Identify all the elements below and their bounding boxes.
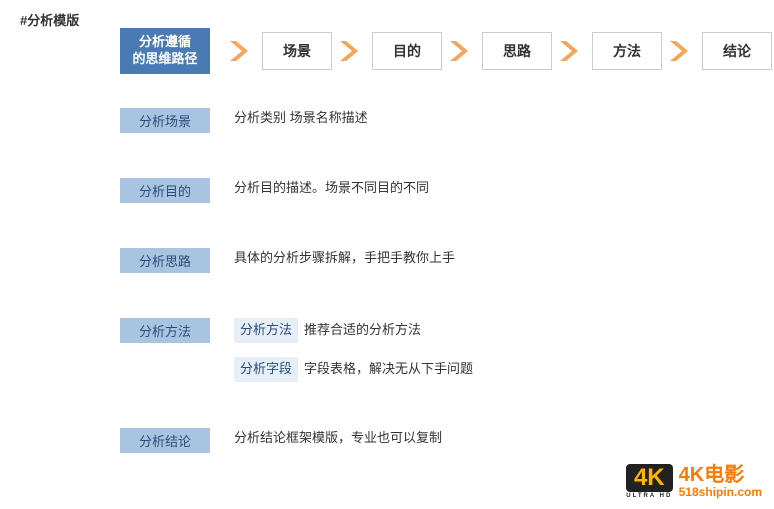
watermark-4k-text: 4K	[626, 464, 673, 492]
section-row: 分析场景 分析类别 场景名称描述	[120, 108, 368, 133]
flow-step: 场景	[262, 32, 332, 70]
section-row: 分析思路 具体的分析步骤拆解，手把手教你上手	[120, 248, 455, 273]
flow-row: 分析遵循的思维路径 场景 目的 思路 方法 结论	[120, 28, 772, 74]
watermark-line2: 518shipin.com	[679, 486, 762, 499]
section-row: 分析结论 分析结论框架模版，专业也可以复制	[120, 428, 442, 453]
section-label: 分析场景	[120, 108, 210, 133]
section-label: 分析目的	[120, 178, 210, 203]
watermark-line1: 4K电影	[679, 464, 762, 486]
watermark-text: 4K电影 518shipin.com	[679, 464, 762, 499]
inline-tag: 分析字段	[234, 357, 298, 382]
section-body: 分析方法推荐合适的分析方法分析字段字段表格，解决无从下手问题	[234, 318, 473, 396]
page-title: #分析模版	[20, 10, 79, 29]
chevron-right-icon	[338, 37, 366, 65]
inline-tag: 分析方法	[234, 318, 298, 343]
method-text: 字段表格，解决无从下手问题	[304, 361, 473, 376]
section-label: 分析思路	[120, 248, 210, 273]
chevron-right-icon	[448, 37, 476, 65]
section-body: 分析结论框架模版，专业也可以复制	[234, 428, 442, 449]
section-body: 具体的分析步骤拆解，手把手教你上手	[234, 248, 455, 269]
method-line: 分析字段字段表格，解决无从下手问题	[234, 357, 473, 382]
section-body: 分析目的描述。场景不同目的不同	[234, 178, 429, 199]
method-text: 推荐合适的分析方法	[304, 322, 421, 337]
watermark-badge: 4K ULTRA HD	[626, 464, 673, 499]
watermark-ultra-text: ULTRA HD	[626, 493, 672, 499]
method-line: 分析方法推荐合适的分析方法	[234, 318, 473, 343]
flow-steps: 场景 目的 思路 方法 结论	[222, 32, 772, 70]
section-row: 分析方法分析方法推荐合适的分析方法分析字段字段表格，解决无从下手问题	[120, 318, 473, 396]
section-label: 分析结论	[120, 428, 210, 453]
flow-step: 目的	[372, 32, 442, 70]
flow-step: 结论	[702, 32, 772, 70]
flow-start-box: 分析遵循的思维路径	[120, 28, 210, 74]
watermark: 4K ULTRA HD 4K电影 518shipin.com	[626, 464, 762, 499]
flow-step: 方法	[592, 32, 662, 70]
chevron-right-icon	[668, 37, 696, 65]
flow-step: 思路	[482, 32, 552, 70]
section-row: 分析目的 分析目的描述。场景不同目的不同	[120, 178, 429, 203]
chevron-right-icon	[228, 37, 256, 65]
section-body: 分析类别 场景名称描述	[234, 108, 368, 129]
section-label: 分析方法	[120, 318, 210, 343]
chevron-right-icon	[558, 37, 586, 65]
